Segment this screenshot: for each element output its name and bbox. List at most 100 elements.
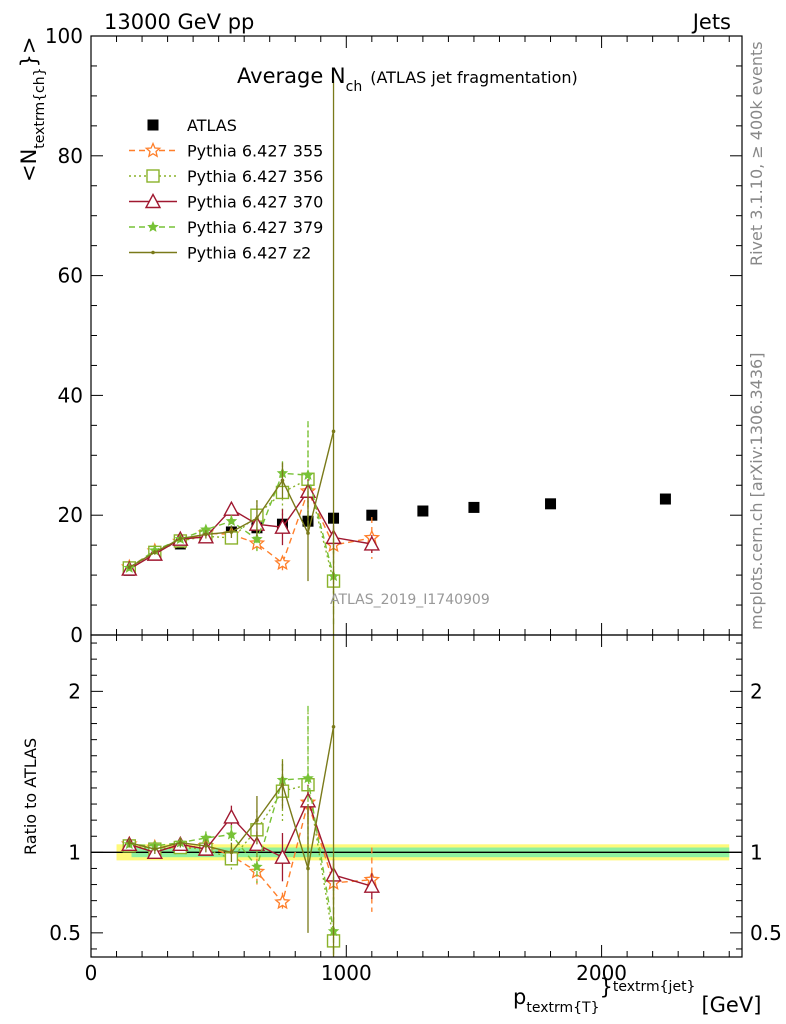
series-5-point bbox=[331, 429, 336, 434]
series-0-point bbox=[545, 498, 557, 510]
process-label: Jets bbox=[691, 10, 731, 34]
ratio-series-4-point bbox=[255, 818, 259, 822]
ratio-y-label: Ratio to ATLAS bbox=[21, 738, 40, 855]
energy-label: 13000 GeV pp bbox=[104, 10, 254, 34]
ratio-series-2-point bbox=[274, 848, 291, 864]
series-5-point bbox=[204, 532, 208, 537]
x-tick-label: 2000 bbox=[576, 961, 627, 985]
legend-entry: ATLAS bbox=[147, 116, 237, 135]
ratio-series-4 bbox=[127, 635, 336, 957]
y-axis-label-end: }> bbox=[17, 37, 41, 68]
ratio-series-2-line bbox=[129, 798, 372, 887]
series-5-point bbox=[255, 516, 259, 520]
series-5-point bbox=[229, 530, 234, 534]
chart-title-sub: ch bbox=[346, 79, 363, 95]
ratio-y-tick-label-right: 1 bbox=[750, 840, 763, 864]
legend-marker bbox=[144, 141, 162, 158]
legend-label: Pythia 6.427 356 bbox=[187, 167, 323, 186]
ratio-y-tick-label: 2 bbox=[68, 679, 81, 703]
ratio-series-0-point bbox=[274, 893, 291, 910]
main-plot-content bbox=[120, 71, 671, 635]
ratio-frame bbox=[90, 634, 743, 958]
ratio-series-3-point bbox=[225, 828, 238, 840]
chart-title-note: (ATLAS jet fragmentation) bbox=[370, 68, 578, 87]
x-tick-label: 0 bbox=[85, 961, 98, 985]
x-tick-label: 1000 bbox=[321, 961, 372, 985]
series-3-point bbox=[223, 500, 240, 516]
series-1-point bbox=[274, 554, 291, 571]
legend-entry: Pythia 6.427 355 bbox=[129, 142, 323, 161]
series-5-point bbox=[280, 478, 285, 483]
y-tick-label: 40 bbox=[58, 383, 83, 407]
ratio-series-4-point bbox=[306, 866, 310, 871]
ratio-series-4-point bbox=[204, 844, 208, 848]
series-5-point bbox=[127, 565, 132, 570]
legend-label: Pythia 6.427 z2 bbox=[187, 244, 311, 263]
rivet-label: Rivet 3.1.10, ≥ 400k events bbox=[747, 41, 766, 266]
series-0-point bbox=[468, 501, 480, 513]
ratio-series-4-point bbox=[153, 847, 157, 851]
series-5-point bbox=[153, 550, 157, 555]
x-axis-label: ptextrm{T}}textrm{jet} [GeV] bbox=[513, 975, 761, 1017]
series-4-point bbox=[251, 533, 263, 545]
ratio-axes: 0.5 0.5 1 1 2 2 0 1000 2000 bbox=[49, 635, 782, 985]
series-0-point bbox=[659, 493, 671, 505]
legend-entry: Pythia 6.427 z2 bbox=[129, 244, 311, 263]
y-axis-label-sub: textrm{ch} bbox=[32, 68, 48, 149]
ratio-series-3-point bbox=[251, 860, 263, 872]
series-2-line bbox=[128, 478, 335, 582]
series-0-point bbox=[366, 509, 378, 521]
legend-entry: Pythia 6.427 379 bbox=[129, 218, 323, 237]
series-3-line bbox=[128, 489, 372, 570]
legend-label: Pythia 6.427 370 bbox=[187, 193, 323, 212]
series-5-point bbox=[178, 536, 183, 541]
y-tick-label: 0 bbox=[70, 623, 83, 647]
ratio-series-4-point bbox=[331, 724, 336, 729]
series-5 bbox=[127, 71, 336, 635]
ratio-y-tick-label: 1 bbox=[68, 840, 81, 864]
x-axis-label-sub: textrm{T} bbox=[526, 1000, 599, 1016]
legend-label: Pythia 6.427 379 bbox=[187, 218, 323, 237]
y-tick-label: 100 bbox=[45, 24, 83, 48]
x-axis-label-main: p bbox=[513, 985, 526, 1009]
x-axis-label-unit: [GeV] bbox=[701, 993, 761, 1017]
legend-entry: Pythia 6.427 370 bbox=[129, 193, 323, 212]
analysis-tag: ATLAS_2019_I1740909 bbox=[330, 592, 490, 608]
ratio-series-4-point bbox=[280, 782, 285, 787]
ratio-series-4-point bbox=[229, 850, 234, 855]
series-5-point bbox=[306, 531, 310, 535]
series-3-point bbox=[363, 535, 380, 551]
y-tick-label: 60 bbox=[58, 264, 83, 288]
legend-label: Pythia 6.427 355 bbox=[187, 142, 323, 161]
ratio-series-3-point bbox=[302, 772, 314, 784]
ratio-y-tick-label-right: 0.5 bbox=[750, 921, 782, 945]
y-tick-label: 20 bbox=[58, 503, 83, 527]
ratio-plot-content bbox=[91, 635, 742, 957]
ratio-series-4-point bbox=[127, 840, 132, 845]
main-axes: 0 20 40 60 80 100 bbox=[45, 24, 742, 647]
series-3-point bbox=[274, 518, 291, 534]
ratio-y-tick-label-right: 2 bbox=[750, 679, 763, 703]
ratio-series-1-line bbox=[129, 783, 335, 942]
mcplots-label: mcplots.cern.ch [arXiv:1306.3436] bbox=[747, 353, 766, 630]
ratio-panel: 0.5 0.5 1 1 2 2 0 1000 2000 Ratio to ATLAS bbox=[21, 634, 782, 985]
legend-marker bbox=[146, 169, 160, 183]
y-tick-label: 80 bbox=[58, 144, 83, 168]
chart-title-main: Average N bbox=[237, 64, 346, 88]
ratio-series-2-point bbox=[363, 877, 380, 893]
ratio-series-2-point bbox=[223, 808, 240, 824]
y-axis-label-main: <N bbox=[17, 149, 41, 182]
legend-marker bbox=[147, 119, 159, 131]
legend-label: ATLAS bbox=[187, 116, 237, 135]
y-axis-label: <Ntextrm{ch}}> bbox=[17, 37, 48, 182]
chart-title: Average Nch (ATLAS jet fragmentation) bbox=[237, 64, 578, 95]
ratio-y-tick-label: 0.5 bbox=[49, 921, 81, 945]
x-axis-label-sup: textrm{jet} bbox=[613, 979, 696, 995]
series-4-point bbox=[225, 515, 238, 527]
legend-marker bbox=[144, 193, 162, 209]
series-4-point bbox=[302, 469, 314, 480]
legend-entry: Pythia 6.427 356 bbox=[129, 167, 323, 186]
legend-marker bbox=[147, 220, 159, 232]
legend: ATLAS Pythia 6.427 355 Pythia 6.427 356 Pyt… bbox=[129, 116, 323, 263]
